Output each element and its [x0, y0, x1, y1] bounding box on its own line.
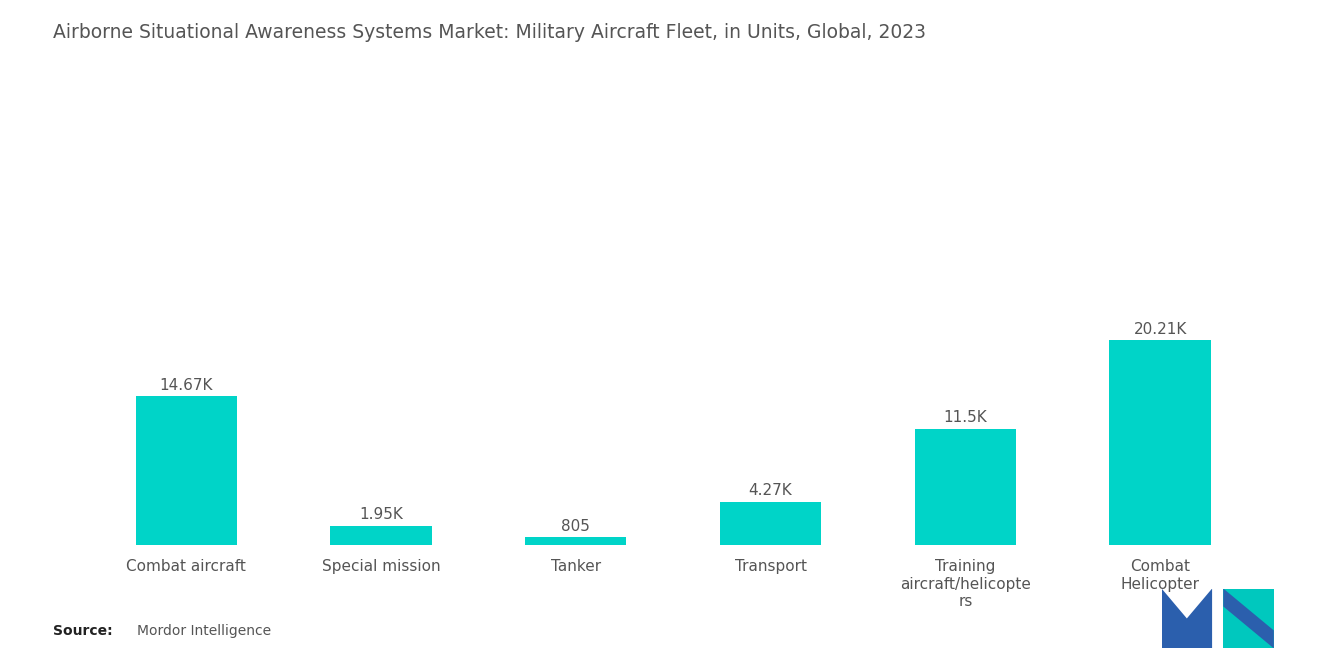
Polygon shape: [1224, 589, 1274, 648]
Text: 14.67K: 14.67K: [160, 378, 213, 393]
Text: 805: 805: [561, 519, 590, 533]
Text: Mordor Intelligence: Mordor Intelligence: [137, 624, 272, 638]
Text: 20.21K: 20.21K: [1134, 322, 1187, 336]
Bar: [1109, 340, 1210, 545]
Text: Source:: Source:: [53, 624, 112, 638]
Text: 4.27K: 4.27K: [748, 483, 792, 498]
Polygon shape: [1224, 589, 1274, 648]
Bar: [136, 396, 238, 545]
Polygon shape: [1162, 589, 1212, 648]
Text: 11.5K: 11.5K: [944, 410, 987, 425]
Bar: [330, 525, 432, 545]
Text: 1.95K: 1.95K: [359, 507, 403, 522]
Bar: [915, 428, 1016, 545]
Bar: [719, 502, 821, 545]
Text: Airborne Situational Awareness Systems Market: Military Aircraft Fleet, in Units: Airborne Situational Awareness Systems M…: [53, 23, 925, 43]
Bar: [525, 537, 627, 545]
